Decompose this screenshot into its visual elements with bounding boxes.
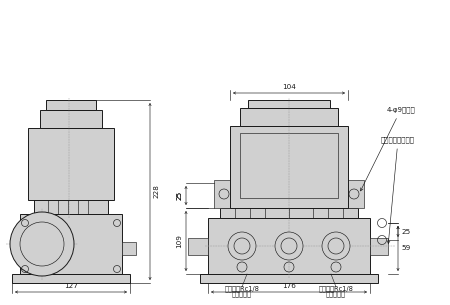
- Text: 吐出口　Rc1/8: 吐出口 Rc1/8: [225, 285, 260, 292]
- Bar: [230, 126, 348, 208]
- Text: 59: 59: [401, 246, 410, 252]
- Text: エアー抜きプラグ: エアー抜きプラグ: [381, 137, 415, 243]
- Text: 主管脱圧用: 主管脱圧用: [326, 290, 346, 297]
- Bar: [28, 128, 114, 200]
- Circle shape: [322, 232, 350, 260]
- Text: 104: 104: [282, 84, 296, 90]
- Text: 圧力進行用: 圧力進行用: [232, 290, 252, 297]
- Bar: [46, 100, 96, 110]
- Bar: [34, 200, 108, 214]
- Circle shape: [10, 212, 74, 276]
- Bar: [240, 108, 338, 126]
- Text: 228: 228: [153, 185, 159, 199]
- Bar: [220, 208, 358, 218]
- Bar: [200, 274, 378, 283]
- Bar: [40, 110, 102, 128]
- Bar: [208, 218, 370, 274]
- Text: 25: 25: [401, 228, 410, 235]
- Text: 109: 109: [176, 234, 182, 248]
- Bar: [336, 180, 364, 208]
- Bar: [370, 238, 388, 255]
- Text: 25: 25: [176, 191, 182, 200]
- Bar: [20, 214, 122, 274]
- Bar: [248, 100, 330, 108]
- Text: 176: 176: [282, 283, 296, 289]
- Circle shape: [228, 232, 256, 260]
- Bar: [122, 242, 136, 255]
- Bar: [12, 274, 130, 283]
- Text: 25: 25: [176, 191, 182, 200]
- Bar: [240, 133, 338, 198]
- Text: 吐出口　Rc1/8: 吐出口 Rc1/8: [319, 285, 353, 292]
- Text: 127: 127: [64, 283, 78, 289]
- Bar: [188, 238, 208, 255]
- Bar: [214, 180, 242, 208]
- Text: 4-φ9取付穴: 4-φ9取付穴: [360, 107, 415, 191]
- Circle shape: [275, 232, 303, 260]
